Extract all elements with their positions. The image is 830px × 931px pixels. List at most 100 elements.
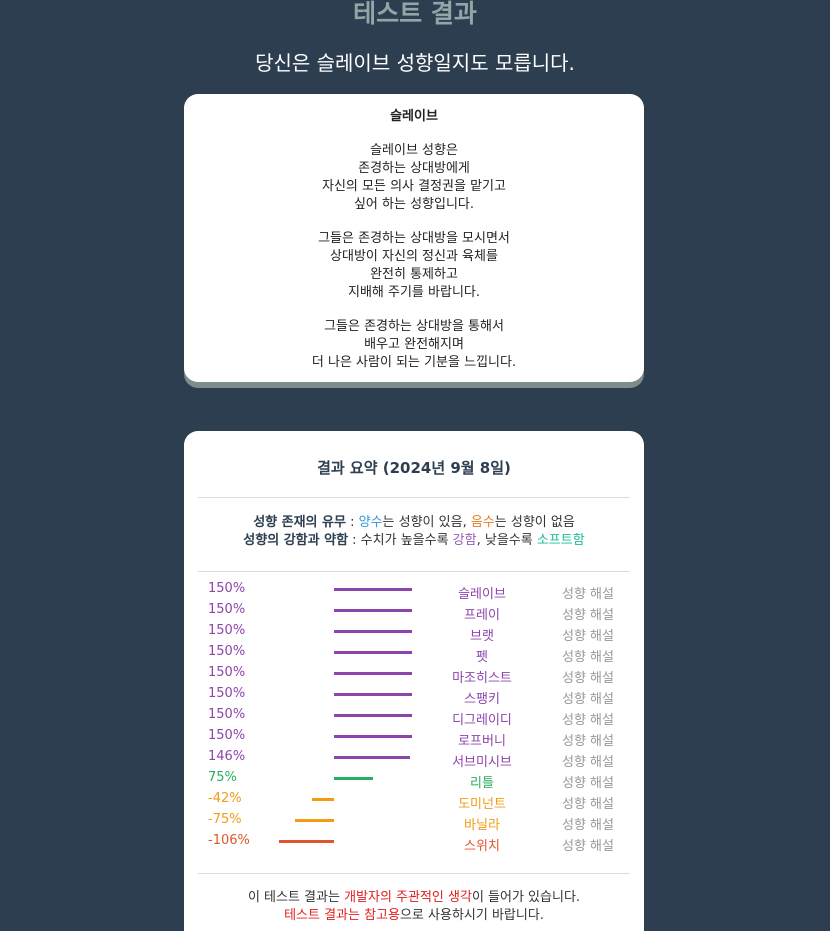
text-line: 슬레이브 성향은 [370,143,458,158]
result-row: 146% 서브미시브 성향 해설 [184,749,644,770]
bar [334,735,412,738]
value-label: -75% [208,812,242,827]
detail-link[interactable]: 성향 해설 [562,776,614,791]
text-line: 지배해 주기를 바랍니다. [348,285,480,300]
trait-name: 서브미시브 [452,755,512,770]
text-segment: 강함 [452,533,477,548]
value-label: 150% [208,728,246,743]
detail-link[interactable]: 성향 해설 [562,608,614,623]
text-segment: 테스트 결과는 참고용 [284,908,400,923]
value-label: -106% [208,833,250,848]
bar [334,651,412,654]
text-line: 그들은 존경하는 상대방을 모시면서 [318,231,510,246]
trait-name: 스위치 [464,839,500,854]
bar [334,693,412,696]
result-row: 150% 슬레이브 성향 해설 [184,581,644,602]
divider [198,873,630,874]
result-row: 150% 디그레이디 성향 해설 [184,707,644,728]
bar [334,777,373,780]
footer-line: 이 테스트 결과는 개발자의 주관적인 생각이 들어가 있습니다. [184,889,644,907]
value-label: 146% [208,749,246,764]
text-segment: : [345,515,359,530]
bar [295,819,334,822]
bar [334,609,412,612]
text-line: 그들은 존경하는 상대방을 통해서 [324,319,504,334]
text-segment: 성향 존재의 유무 [253,515,346,530]
detail-link[interactable]: 성향 해설 [562,755,614,770]
text-segment: 개발자의 주관적인 생각 [344,890,472,905]
text-segment: 음수 [470,515,495,530]
value-label: 150% [208,623,246,638]
trait-name: 도미넌트 [458,797,506,812]
trait-name: 로프버니 [458,734,506,749]
result-row: 150% 펫 성향 해설 [184,644,644,665]
text-segment: : 수치가 높을수록 [348,533,453,548]
trait-name: 디그레이디 [452,713,512,728]
text-segment: , 낮을수록 [476,533,537,548]
trait-name: 스팽키 [464,692,500,707]
trait-name: 펫 [476,650,488,665]
legend-line: 성향의 강함과 약함 : 수치가 높을수록 강함, 낮을수록 소프트함 [184,532,644,550]
card-title: 슬레이브 [390,109,438,124]
trait-name: 마조히스트 [452,671,512,686]
text-segment: 는 성향이 있음, [382,515,471,530]
detail-link[interactable]: 성향 해설 [562,713,614,728]
detail-link[interactable]: 성향 해설 [562,734,614,749]
text-segment: 양수 [358,515,383,530]
text-line: 완전히 통제하고 [370,267,458,282]
bar [334,588,412,591]
legend-line: 성향 존재의 유무 : 양수는 성향이 있음, 음수는 성향이 없음 [184,514,644,532]
value-label: -42% [208,791,242,806]
summary-title: 결과 요약 (2024년 9월 8일) [317,459,511,477]
footer-line: 테스트 결과는 참고용으로 사용하시기 바랍니다. [184,907,644,925]
text-segment: 으로 사용하시기 바랍니다. [399,908,544,923]
divider [198,571,630,572]
text-line: 자신의 모든 의사 결정권을 맡기고 [322,179,506,194]
result-row: -75% 바닐라 성향 해설 [184,812,644,833]
text-line: 싶어 하는 성향입니다. [353,197,475,212]
bar [278,840,334,843]
value-label: 150% [208,665,246,680]
value-label: 150% [208,686,246,701]
value-label: 75% [208,770,237,785]
value-label: 150% [208,707,246,722]
text-segment: 이 들어가 있습니다. [471,890,581,905]
value-label: 150% [208,602,246,617]
detail-link[interactable]: 성향 해설 [562,692,614,707]
value-label: 150% [208,644,246,659]
trait-name: 바닐라 [464,818,500,833]
detail-link[interactable]: 성향 해설 [562,629,614,644]
summary-card: 결과 요약 (2024년 9월 8일) 성향 존재의 유무 : 양수는 성향이 … [184,431,644,931]
text-segment: 소프트함 [536,533,585,548]
detail-link[interactable]: 성향 해설 [562,587,614,602]
detail-link[interactable]: 성향 해설 [562,818,614,833]
detail-link[interactable]: 성향 해설 [562,797,614,812]
bar [334,714,412,717]
trait-name: 브랫 [470,629,494,644]
result-row: 150% 로프버니 성향 해설 [184,728,644,749]
detail-link[interactable]: 성향 해설 [562,671,614,686]
text-line: 상대방이 자신의 정신과 육체를 [330,249,498,264]
trait-name: 슬레이브 [458,587,506,602]
result-row: -42% 도미넌트 성향 해설 [184,791,644,812]
value-label: 150% [208,581,246,596]
result-row: 150% 브랫 성향 해설 [184,623,644,644]
page-title: 테스트 결과 [353,0,477,28]
text-line: 배우고 완전해지며 [364,337,464,352]
bar [334,756,410,759]
result-row: 150% 프레이 성향 해설 [184,602,644,623]
text-segment: 는 성향이 없음 [494,515,575,530]
detail-link[interactable]: 성향 해설 [562,839,614,854]
bar [334,630,412,633]
paragraph: 슬레이브 성향은 존경하는 상대방에게 자신의 모든 의사 결정권을 맡기고 싶어 하… [184,142,644,214]
description-card: 슬레이브 슬레이브 성향은 존경하는 상대방에게 자신의 모든 의사 결정권을 맡기… [184,94,644,382]
text-line: 더 나은 사람이 되는 기분을 느낍니다. [311,355,517,370]
trait-name: 리틀 [470,776,494,791]
divider [198,497,630,498]
result-row: 150% 스팽키 성향 해설 [184,686,644,707]
detail-link[interactable]: 성향 해설 [562,650,614,665]
result-row: -106% 스위치 성향 해설 [184,833,644,854]
